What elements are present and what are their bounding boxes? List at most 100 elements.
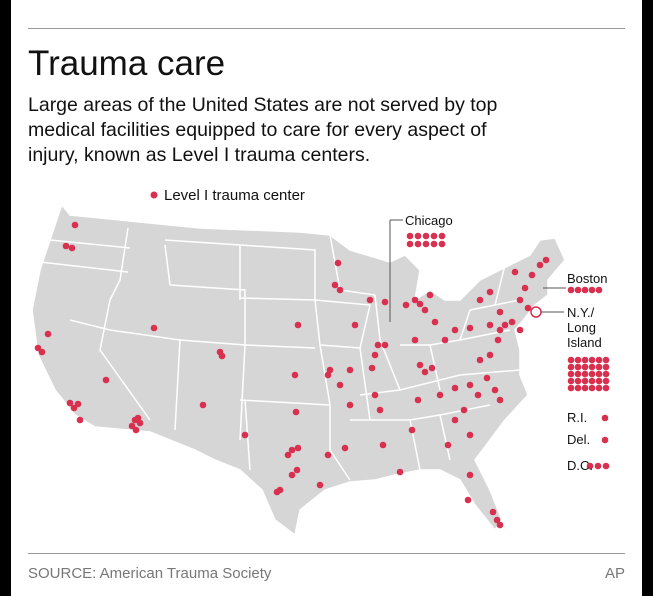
trauma-center-dot (34, 344, 42, 352)
trauma-center-dot (574, 370, 582, 378)
trauma-center-dot (474, 391, 482, 399)
trauma-center-dot (102, 376, 110, 384)
trauma-center-dot (567, 377, 575, 385)
trauma-center-dot (581, 286, 589, 294)
trauma-center-dot (336, 286, 344, 294)
trauma-center-dot (414, 396, 422, 404)
trauma-center-dot (496, 396, 504, 404)
trauma-center-dot (588, 384, 596, 392)
frame-bar (642, 0, 653, 596)
trauma-center-dot (273, 488, 281, 496)
trauma-center-dot (402, 301, 410, 309)
trauma-center-dot (466, 471, 474, 479)
trauma-center-dot (489, 508, 497, 516)
trauma-center-dot (431, 318, 439, 326)
trauma-center-dot (486, 321, 494, 329)
trauma-center-dot (288, 446, 296, 454)
trauma-center-dot (586, 462, 594, 470)
trauma-center-dot (411, 296, 419, 304)
trauma-center-dot (567, 286, 575, 294)
trauma-center-dot (595, 377, 603, 385)
top-rule (28, 28, 625, 29)
trauma-center-dot (567, 356, 575, 364)
trauma-center-dot (346, 401, 354, 409)
trauma-center-dot (595, 370, 603, 378)
trauma-center-dot (331, 281, 339, 289)
callout-label: D.C. (567, 458, 593, 473)
trauma-center-dot (292, 408, 300, 416)
trauma-center-dot (199, 401, 207, 409)
callout-label: N.Y./ (567, 305, 595, 320)
trauma-center-dot (294, 444, 302, 452)
trauma-center-dot (581, 384, 589, 392)
trauma-center-dot (521, 284, 529, 292)
trauma-center-dot (408, 426, 416, 434)
trauma-center-dot (128, 422, 136, 430)
trauma-center-dot (496, 521, 504, 529)
title: Trauma care (28, 44, 226, 83)
trauma-center-dot (491, 386, 499, 394)
trauma-center-dot (381, 298, 389, 306)
callout-label: Del. (567, 432, 590, 447)
trauma-center-dot (288, 471, 296, 479)
trauma-center-dot (496, 308, 504, 316)
trauma-center-dot (602, 356, 610, 364)
trauma-center-dot (493, 516, 501, 524)
trauma-center-dot (588, 363, 596, 371)
trauma-center-dot (438, 240, 446, 248)
trauma-center-dot (379, 441, 387, 449)
trauma-center-dot (451, 384, 459, 392)
trauma-center-dot (334, 259, 342, 267)
trauma-center-dot (588, 370, 596, 378)
trauma-center-dot (494, 336, 502, 344)
trauma-center-dot (516, 326, 524, 334)
trauma-center-dot (581, 370, 589, 378)
trauma-center-dot (430, 240, 438, 248)
trauma-center-dot (326, 366, 334, 374)
trauma-center-dot (516, 296, 524, 304)
trauma-center-dot (524, 304, 532, 312)
trauma-center-dot (567, 384, 575, 392)
trauma-center-dot (324, 451, 332, 459)
trauma-center-dot (466, 381, 474, 389)
trauma-center-dot (371, 351, 379, 359)
trauma-center-dot (588, 377, 596, 385)
callout-label: R.I. (567, 410, 587, 425)
trauma-center-dot (460, 406, 468, 414)
trauma-center-dot (486, 351, 494, 359)
trauma-center-dot (44, 330, 52, 338)
trauma-center-dot (588, 286, 596, 294)
trauma-center-dot (406, 240, 414, 248)
trauma-center-dot (601, 436, 609, 444)
trauma-center-dot (38, 348, 46, 356)
trauma-center-dot (595, 384, 603, 392)
trauma-center-dot (511, 268, 519, 276)
trauma-center-dot (574, 363, 582, 371)
subtitle-line: injury, known as Level I trauma centers. (28, 144, 371, 166)
trauma-center-dot (436, 391, 444, 399)
trauma-center-dot (574, 356, 582, 364)
trauma-center-dot (76, 416, 84, 424)
trauma-center-dot (476, 296, 484, 304)
trauma-center-dot (66, 399, 74, 407)
trauma-center-dot (366, 296, 374, 304)
trauma-center-dot (496, 326, 504, 334)
trauma-center-dot (567, 363, 575, 371)
trauma-center-dot (71, 221, 79, 229)
trauma-center-dot (421, 306, 429, 314)
trauma-center-dot (411, 336, 419, 344)
trauma-center-dot (284, 451, 292, 459)
trauma-center-dot (476, 356, 484, 364)
callout-label: Long (567, 320, 596, 335)
credit: AP (604, 565, 625, 582)
trauma-center-dot (241, 431, 249, 439)
trauma-center-dot (602, 370, 610, 378)
trauma-center-dot (595, 363, 603, 371)
callout-label: Boston (567, 271, 607, 286)
trauma-center-dot (483, 374, 491, 382)
trauma-center-dot (291, 371, 299, 379)
trauma-center-dot (134, 414, 142, 422)
trauma-centers (34, 221, 610, 529)
bottom-rule (28, 553, 625, 554)
